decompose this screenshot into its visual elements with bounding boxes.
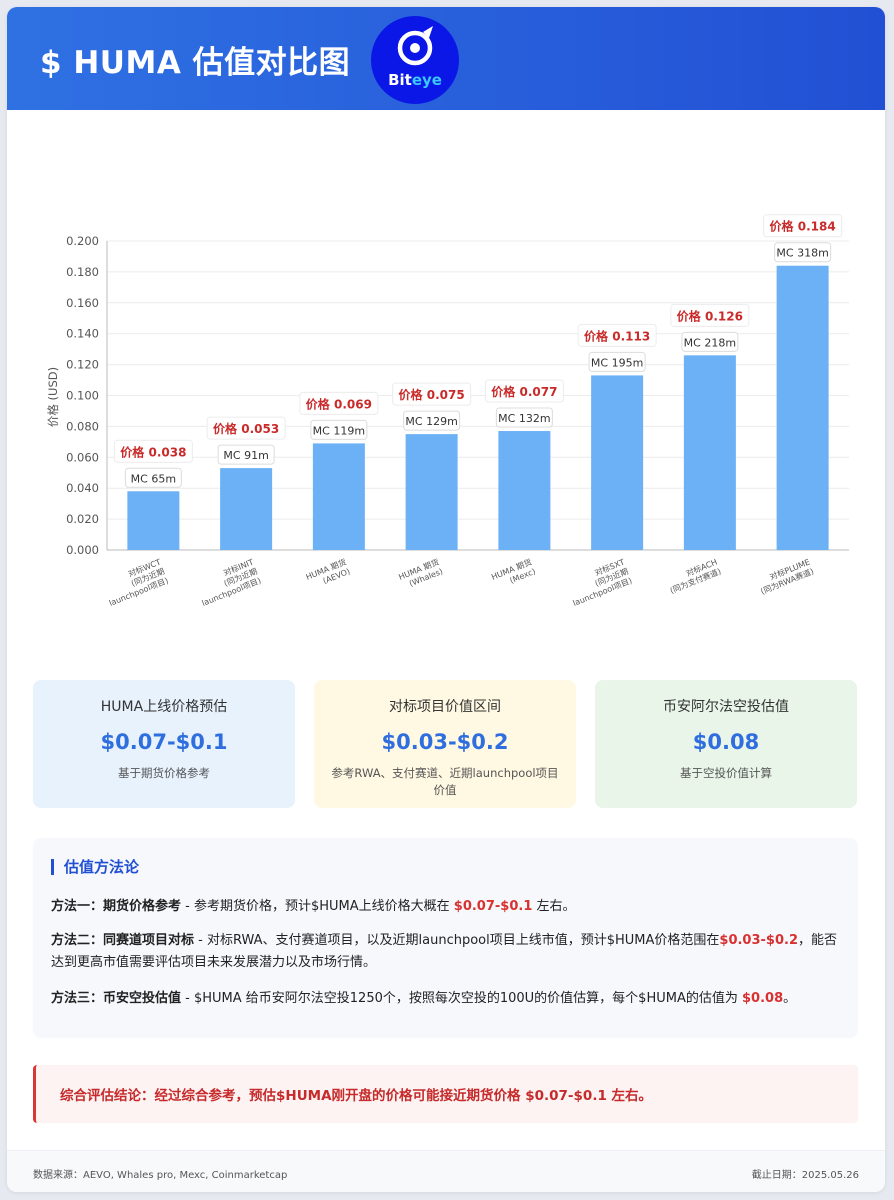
biteye-logo: Biteye bbox=[371, 16, 459, 104]
price-label: 价格 0.075 bbox=[399, 387, 465, 402]
mc-label-box bbox=[495, 407, 553, 428]
price-label: 价格 0.184 bbox=[770, 219, 836, 234]
bar bbox=[127, 491, 180, 550]
mc-label: MC 91m bbox=[223, 449, 268, 462]
stat-card-launch-price: HUMA上线价格预估 $0.07-$0.1 基于期货价格参考 bbox=[33, 680, 295, 808]
y-tick-label: 0.060 bbox=[66, 450, 99, 464]
x-tick-label: HUMA 期货(AEVO) bbox=[304, 557, 351, 586]
x-tick-label: HUMA 期货(Whales) bbox=[397, 557, 444, 589]
mc-label-box bbox=[124, 467, 182, 488]
page-title: $ HUMA 估值对比图 bbox=[40, 45, 351, 81]
y-tick-label: 0.040 bbox=[66, 481, 99, 495]
price-label-box bbox=[113, 439, 193, 463]
y-tick-label: 0.020 bbox=[66, 512, 99, 526]
mc-label: MC 318m bbox=[776, 247, 828, 260]
bar bbox=[683, 355, 736, 550]
mc-label-box bbox=[217, 444, 275, 465]
stat-card-peer-range: 对标项目价值区间 $0.03-$0.2 参考RWA、支付赛道、近期launchp… bbox=[314, 680, 576, 808]
mc-label: MC 132m bbox=[498, 412, 550, 425]
method-two: 方法二：同赛道项目对标 - 对标RWA、支付赛道项目，以及近期launchpoo… bbox=[51, 933, 838, 970]
bar bbox=[220, 468, 273, 550]
mc-label: MC 129m bbox=[405, 415, 457, 428]
methodology-panel: 估值方法论 方法一：期货价格参考 - 参考期货价格，预计$HUMA上线价格大概在… bbox=[33, 838, 858, 1038]
price-bar-chart: 0.000 0.020 0.040 0.060 0.080 0.100 0.120 0.140… bbox=[46, 214, 849, 608]
mc-label: MC 65m bbox=[131, 472, 176, 485]
price-label: 价格 0.126 bbox=[677, 308, 743, 323]
cutoff-date: 截止日期：2025.05.26 bbox=[751, 1170, 859, 1181]
logo-icon bbox=[397, 26, 433, 66]
logo-text: Biteye bbox=[388, 71, 442, 89]
y-tick-label: 0.160 bbox=[66, 296, 99, 310]
y-tick-label: 0.100 bbox=[66, 389, 99, 403]
y-tick-label: 0.140 bbox=[66, 327, 99, 341]
y-tick-label: 0.180 bbox=[66, 265, 99, 279]
y-tick-label: 0.200 bbox=[66, 234, 99, 248]
stat-label: HUMA上线价格预估 bbox=[100, 699, 228, 715]
stat-note: 参考RWA、支付赛道、近期launchpool项目价值 bbox=[331, 766, 559, 797]
conclusion-box: 综合评估结论：经过综合参考，预估$HUMA刚开盘的价格可能接近期货价格 $0.0… bbox=[33, 1065, 858, 1123]
y-tick-label: 0.120 bbox=[66, 358, 99, 372]
bar bbox=[776, 265, 829, 550]
stat-label: 对标项目价值区间 bbox=[389, 699, 501, 715]
y-axis-label: 价格 (USD) bbox=[46, 367, 60, 427]
price-label: 价格 0.053 bbox=[213, 421, 279, 436]
conclusion-text: 综合评估结论：经过综合参考，预估$HUMA刚开盘的价格可能接近期货价格 $0.0… bbox=[60, 1088, 653, 1104]
y-tick-label: 0.000 bbox=[66, 543, 99, 557]
stat-value: $0.08 bbox=[692, 730, 760, 754]
price-label: 价格 0.038 bbox=[120, 444, 186, 459]
bar bbox=[405, 434, 458, 550]
report-card: $ HUMA 估值对比图 Biteye 0.000 0.020 0.040 0.060… bbox=[7, 7, 885, 1192]
price-label-box bbox=[392, 382, 472, 406]
data-source: 数据来源：AEVO, Whales pro, Mexc, Coinmarketc… bbox=[33, 1170, 288, 1181]
x-tick-label: HUMA 期货(Mexc) bbox=[490, 557, 537, 586]
price-label-box bbox=[577, 323, 657, 347]
mc-label: MC 195m bbox=[591, 356, 643, 369]
stat-value: $0.07-$0.1 bbox=[100, 730, 228, 754]
price-label: 价格 0.113 bbox=[584, 328, 650, 343]
mc-label-box bbox=[774, 242, 832, 263]
stat-note: 基于空投价值计算 bbox=[680, 766, 772, 780]
price-label-box bbox=[206, 416, 286, 440]
mc-label: MC 119m bbox=[313, 424, 365, 437]
price-label-box bbox=[763, 214, 843, 238]
bar bbox=[312, 443, 365, 550]
method-one: 方法一：期货价格参考 - 参考期货价格，预计$HUMA上线价格大概在 $0.07… bbox=[51, 899, 576, 914]
footer: 数据来源：AEVO, Whales pro, Mexc, Coinmarketc… bbox=[7, 1150, 885, 1192]
methodology-title: 估值方法论 bbox=[51, 859, 139, 875]
mc-label-box bbox=[588, 351, 646, 372]
price-label: 价格 0.077 bbox=[491, 384, 557, 399]
stat-value: $0.03-$0.2 bbox=[381, 730, 509, 754]
price-label-box bbox=[484, 379, 564, 403]
mc-label: MC 218m bbox=[684, 336, 736, 349]
mc-label-box bbox=[681, 331, 739, 352]
stat-card-airdrop-value: 币安阿尔法空投估值 $0.08 基于空投价值计算 bbox=[595, 680, 857, 808]
mc-label-box bbox=[310, 419, 368, 440]
stat-label: 币安阿尔法空投估值 bbox=[663, 699, 789, 715]
bar bbox=[498, 431, 551, 550]
x-tick-label: 对标PLUME(同为RWA赛道) bbox=[759, 557, 815, 597]
price-label-box bbox=[670, 303, 750, 327]
mc-label-box bbox=[403, 410, 461, 431]
x-tick-label: 对标ACH(同为支付赛道) bbox=[668, 557, 722, 596]
method-three: 方法三：币安空投估值 - $HUMA 给币安阿尔法空投1250个，按照每次空投的… bbox=[51, 991, 797, 1006]
price-label: 价格 0.069 bbox=[306, 396, 372, 411]
bar bbox=[591, 375, 644, 550]
stat-note: 基于期货价格参考 bbox=[118, 766, 210, 780]
y-tick-label: 0.080 bbox=[66, 419, 99, 433]
price-label-box bbox=[299, 391, 379, 415]
header-banner: $ HUMA 估值对比图 Biteye bbox=[7, 7, 885, 110]
